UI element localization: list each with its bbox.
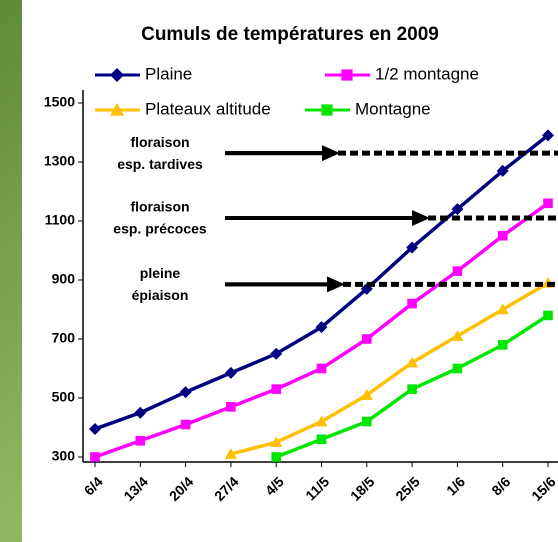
point <box>498 340 508 350</box>
point <box>498 231 508 241</box>
point <box>362 334 372 344</box>
annotation-text: esp. précoces <box>113 221 207 237</box>
annotation-text: pleine <box>140 265 181 281</box>
legend-label: 1/2 montagne <box>375 64 479 83</box>
legend-marker <box>341 69 352 80</box>
point <box>362 417 372 427</box>
point <box>453 364 463 374</box>
annotation-text: esp. tardives <box>117 156 203 172</box>
annotation-text: floraison <box>130 199 189 215</box>
annotation-text: floraison <box>130 134 189 150</box>
y-tick-label: 1300 <box>44 153 75 169</box>
point <box>136 436 146 446</box>
y-tick-label: 300 <box>52 448 76 464</box>
legend-marker <box>321 104 332 115</box>
point <box>271 384 281 394</box>
y-tick-label: 900 <box>52 271 76 287</box>
point <box>407 384 417 394</box>
point <box>453 266 463 276</box>
annotation-text: épiaison <box>132 287 189 303</box>
y-tick-label: 500 <box>52 389 76 405</box>
y-tick-label: 1100 <box>45 212 76 228</box>
point <box>181 420 191 430</box>
chart: Cumuls de températures en 2009 300 500 700… <box>0 0 558 542</box>
point <box>543 198 553 208</box>
point <box>317 434 327 444</box>
legend-label: Plaine <box>145 64 192 83</box>
point <box>226 402 236 412</box>
point <box>271 452 281 462</box>
point <box>90 452 100 462</box>
legend-label: Plateaux altitude <box>145 99 271 118</box>
y-tick-label: 1500 <box>44 94 75 110</box>
y-tick-label: 700 <box>52 330 76 346</box>
legend-label: Montagne <box>355 99 431 118</box>
point <box>317 364 327 374</box>
point <box>543 311 553 321</box>
chart-title: Cumuls de températures en 2009 <box>141 24 439 45</box>
point <box>407 299 417 309</box>
